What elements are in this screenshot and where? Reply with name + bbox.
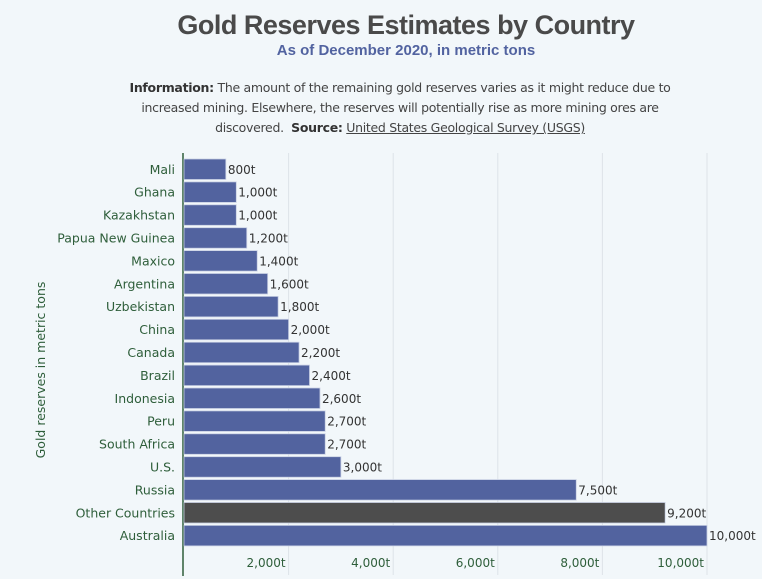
source-label: Source:: [291, 120, 343, 135]
x-tick-label: 4,000t: [351, 556, 390, 570]
category-label: China: [139, 322, 175, 337]
category-label: Argentina: [114, 276, 175, 291]
data-label: 1,000t: [238, 186, 277, 200]
category-label: Brazil: [140, 368, 175, 383]
bar: [183, 341, 300, 364]
data-label: 7,500t: [578, 483, 617, 497]
bar: [183, 456, 342, 478]
category-label: Other Countries: [76, 505, 175, 520]
data-label: 9,200t: [667, 506, 706, 520]
data-label: 800t: [228, 163, 256, 177]
data-label: 1,400t: [259, 254, 298, 268]
data-label: 3,000t: [343, 460, 382, 474]
bar: [183, 502, 666, 524]
category-label: Russia: [135, 482, 175, 497]
x-tick-label: 2,000t: [247, 556, 286, 570]
category-label: Papua New Guinea: [57, 230, 175, 245]
data-label: 1,000t: [238, 209, 277, 223]
y-axis-title: Gold reserves in metric tons: [33, 282, 48, 459]
category-label: Indonesia: [115, 391, 175, 406]
x-tick-label: 8,000t: [560, 556, 599, 570]
bar: [183, 295, 279, 318]
bar: [183, 479, 577, 501]
bar: [183, 410, 326, 432]
category-label: U.S.: [150, 459, 175, 474]
bar: [183, 181, 237, 203]
info-body: The amount of the remaining gold reserve…: [141, 80, 671, 135]
category-label: Uzbekistan: [106, 299, 175, 314]
data-label: 2,400t: [312, 369, 351, 383]
data-label: 2,700t: [327, 415, 366, 429]
data-label: 1,600t: [270, 277, 309, 291]
category-label: Maxico: [131, 253, 175, 268]
data-label: 2,200t: [301, 346, 340, 360]
category-label: Mali: [150, 162, 175, 177]
bar: [183, 525, 708, 547]
chart-subtitle: As of December 2020, in metric tons: [276, 42, 536, 59]
info-label: Information:: [129, 80, 214, 95]
bar: [183, 227, 248, 249]
category-label: Australia: [120, 528, 175, 543]
x-tick-label: 6,000t: [456, 556, 495, 570]
category-label: Kazakhstan: [103, 208, 175, 223]
bar: [183, 204, 237, 226]
bar: [183, 364, 310, 387]
bar: [183, 158, 227, 180]
data-label: 2,600t: [322, 392, 361, 406]
category-label: Ghana: [134, 185, 175, 200]
info-text: Information: The amount of the remaining…: [110, 78, 690, 138]
bar: [183, 433, 326, 455]
source-link[interactable]: United States Geological Survey (USGS): [346, 120, 585, 135]
data-label: 2,700t: [327, 438, 366, 452]
bar: [183, 273, 269, 295]
bar: [183, 318, 289, 341]
data-label: 2,000t: [291, 323, 330, 337]
category-label: Canada: [127, 345, 175, 360]
bar: [183, 387, 321, 409]
chart-title: Gold Reserves Estimates by Country: [177, 10, 635, 40]
bar: [183, 250, 258, 272]
data-label: 1,200t: [249, 231, 288, 245]
data-label: 10,000t: [709, 529, 756, 543]
x-tick-label: 10,000t: [657, 556, 704, 570]
category-label: Peru: [147, 414, 175, 429]
category-label: South Africa: [99, 437, 175, 452]
data-label: 1,800t: [280, 300, 319, 314]
